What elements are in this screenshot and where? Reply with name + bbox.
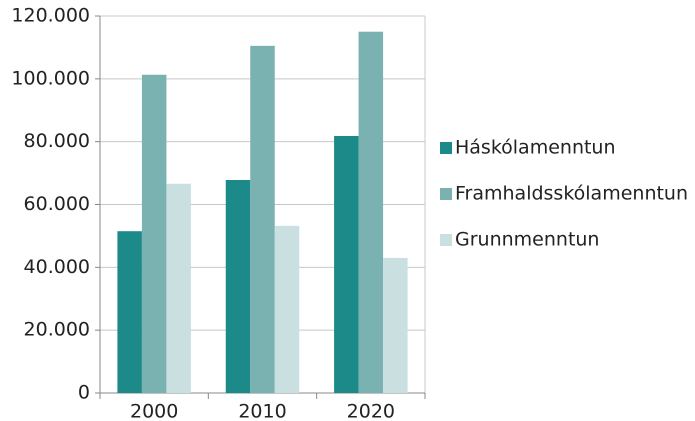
legend-label: Framhaldsskólamenntun <box>455 183 688 205</box>
legend-swatch <box>440 142 452 154</box>
bar <box>334 136 359 394</box>
x-tick-label: 2020 <box>347 401 395 421</box>
x-tick-label: 2000 <box>130 401 178 421</box>
legend-label: Grunnmenntun <box>455 229 599 251</box>
y-tick-label: 60.000 <box>24 193 90 215</box>
bar <box>358 31 384 393</box>
bar <box>274 225 300 393</box>
bar <box>117 231 142 393</box>
legend-swatch <box>440 188 452 200</box>
y-tick-label: 120.000 <box>11 5 90 27</box>
legend-label: Háskólamenntun <box>455 137 616 159</box>
bar <box>250 45 275 394</box>
y-tick-label: 0 <box>78 382 90 404</box>
bar <box>166 183 191 393</box>
x-tick-label: 2010 <box>238 401 286 421</box>
y-tick-label: 40.000 <box>24 256 90 278</box>
legend-swatch <box>440 234 452 246</box>
bar <box>141 74 167 393</box>
y-tick-label: 100.000 <box>11 67 90 89</box>
bar <box>225 179 251 393</box>
y-tick-label: 20.000 <box>24 319 90 341</box>
y-tick-label: 80.000 <box>24 130 90 152</box>
bar <box>383 257 408 393</box>
